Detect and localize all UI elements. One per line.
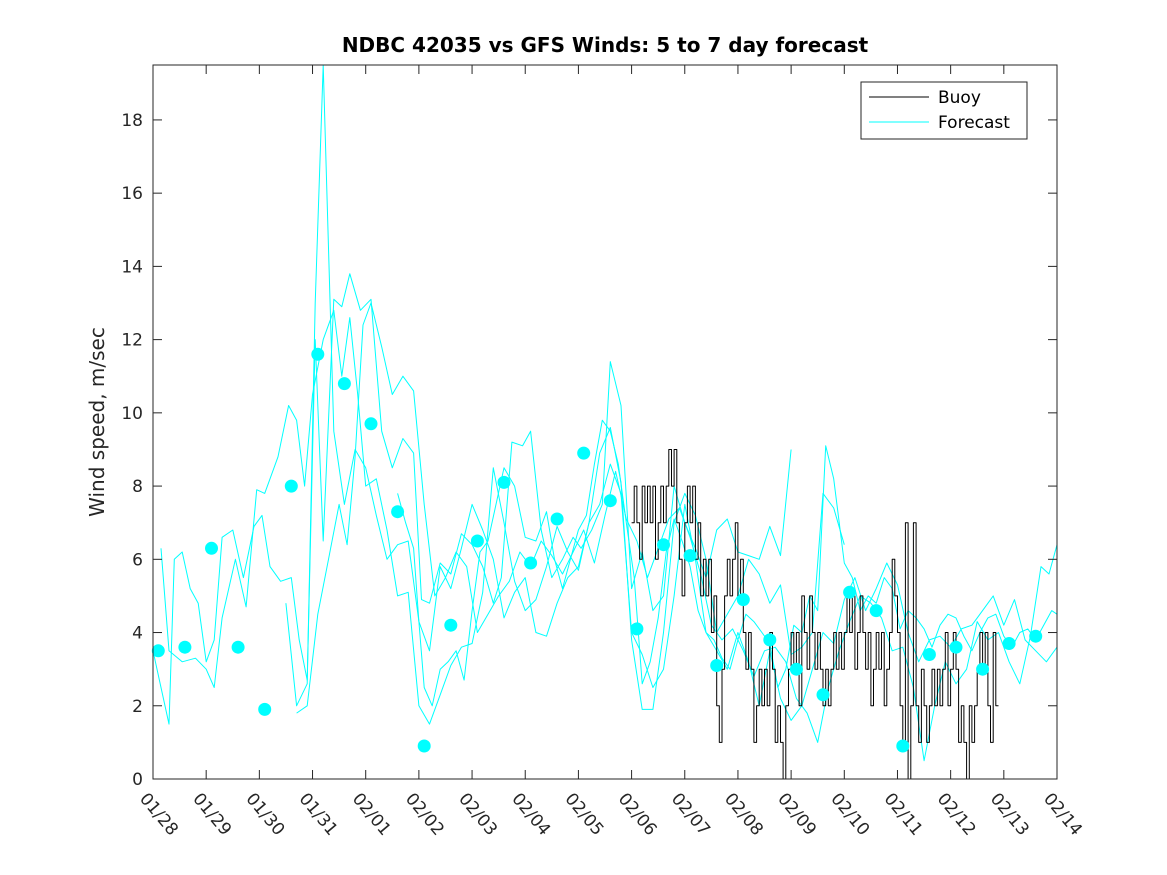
legend: Buoy Forecast [860, 81, 1028, 140]
forecast-marker [178, 640, 192, 654]
forecast-marker [205, 541, 218, 555]
forecast-marker [311, 347, 325, 361]
forecast-marker [364, 417, 378, 431]
forecast-marker [630, 622, 644, 636]
y-tick-label: 18 [121, 111, 143, 131]
forecast-marker [550, 512, 564, 526]
y-tick-label: 12 [121, 331, 143, 351]
forecast-marker [470, 534, 484, 548]
forecast-marker [922, 648, 936, 661]
forecast-marker [657, 538, 670, 552]
forecast-marker [710, 659, 724, 672]
forecast-marker [1029, 629, 1043, 643]
legend-buoy-label: Buoy [938, 88, 981, 108]
y-axis-label: Wind speed, m/sec [85, 327, 109, 517]
forecast-marker [577, 446, 591, 460]
y-tick-label: 0 [132, 770, 143, 790]
legend-forecast-label: Forecast [938, 113, 1010, 133]
forecast-marker [789, 662, 803, 676]
forecast-marker [976, 662, 990, 676]
forecast-marker [417, 739, 431, 753]
forecast-marker [337, 377, 351, 391]
legend-box [860, 81, 1028, 140]
forecast-marker [736, 593, 750, 607]
forecast-marker [391, 505, 405, 519]
marker-layer [151, 347, 1043, 753]
forecast-marker [763, 633, 777, 647]
forecast-marker [683, 549, 697, 563]
forecast-marker [949, 640, 963, 654]
y-tick-label: 10 [121, 404, 143, 424]
forecast-marker [843, 585, 857, 599]
y-tick-label: 2 [132, 697, 143, 717]
forecast-marker [284, 479, 298, 493]
forecast-marker [258, 702, 272, 716]
forecast-marker [603, 494, 617, 508]
forecast-marker [896, 739, 910, 753]
y-tick-label: 14 [121, 257, 143, 277]
y-tick-label: 6 [132, 550, 143, 570]
y-tick-label: 16 [121, 184, 143, 204]
y-tick-label: 4 [132, 624, 143, 644]
forecast-series-line-3 [296, 302, 1057, 762]
forecast-marker [151, 644, 165, 658]
forecast-series-line-2 [160, 309, 845, 725]
forecast-marker [444, 618, 458, 632]
forecast-marker [497, 475, 511, 489]
y-tick-label: 8 [132, 477, 143, 497]
forecast-marker [1002, 637, 1016, 650]
axes-box [152, 64, 1058, 780]
buoy-series-line [631, 449, 999, 779]
forecast-series-line-4 [285, 65, 1057, 721]
chart-title: NDBC 42035 vs GFS Winds: 5 to 7 day fore… [342, 33, 869, 57]
forecast-marker [869, 604, 883, 618]
forecast-marker [816, 688, 830, 702]
forecast-marker [231, 640, 245, 654]
forecast-marker [524, 556, 538, 570]
